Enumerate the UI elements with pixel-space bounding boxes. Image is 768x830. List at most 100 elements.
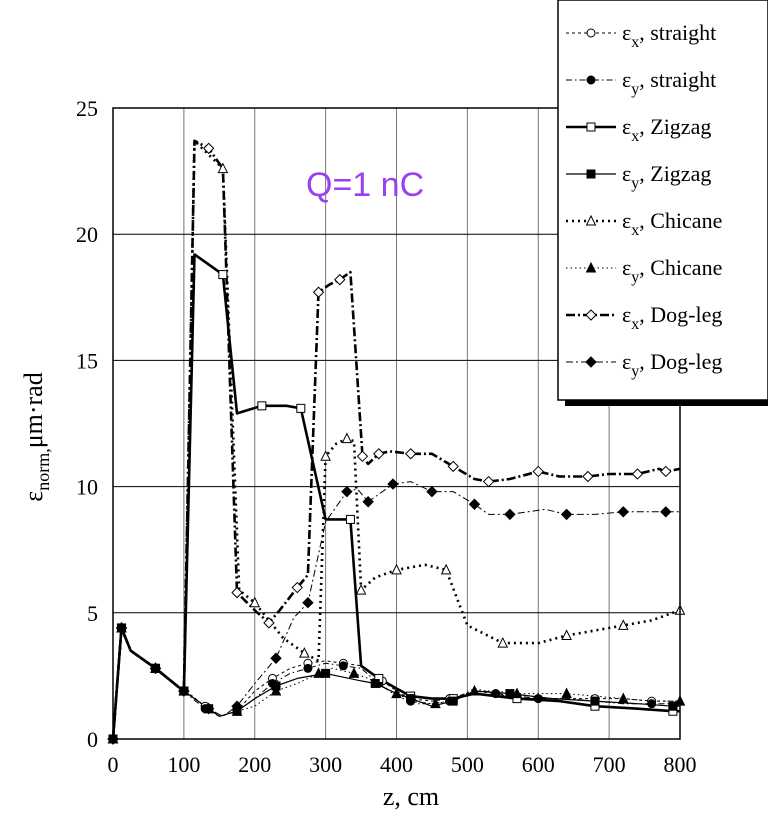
y-tick-label: 25 xyxy=(76,96,98,121)
x-tick-label: 700 xyxy=(593,752,626,777)
legend-name: , Chicane xyxy=(639,208,722,233)
legend-name: , Dog-leg xyxy=(639,302,722,327)
series-point-4 xyxy=(299,647,310,658)
series-line-5 xyxy=(112,627,680,740)
legend-box xyxy=(557,0,768,401)
series-point-7 xyxy=(341,485,353,498)
x-tick-label: 300 xyxy=(309,752,342,777)
legend-symbol: ε xyxy=(622,349,631,374)
series-point-6 xyxy=(231,586,243,599)
y-tick-label: 10 xyxy=(76,475,98,500)
legend-symbol: ε xyxy=(622,67,631,92)
y-tick-label: 0 xyxy=(87,727,98,752)
legend-label: εy, Dog-leg xyxy=(622,349,722,380)
y-axis-label-symbol: ε xyxy=(19,491,48,502)
legend-subscript: x xyxy=(631,128,639,145)
legend-symbol: ε xyxy=(622,302,631,327)
x-tick-label: 800 xyxy=(664,752,697,777)
series-point-4 xyxy=(561,629,572,641)
legend-subscript: x xyxy=(631,222,639,239)
series-point-6 xyxy=(482,475,495,488)
series-point-4 xyxy=(440,563,452,575)
series-point-1 xyxy=(491,689,501,699)
series-point-2 xyxy=(257,401,267,411)
legend-symbol: ε xyxy=(622,20,631,45)
series-point-7 xyxy=(202,703,215,715)
series-point-6 xyxy=(334,273,346,286)
series-point-6 xyxy=(631,468,644,480)
legend-name: , Zigzag xyxy=(639,114,711,139)
y-tick-label: 15 xyxy=(76,348,98,373)
legend-label: εy, Chicane xyxy=(622,255,722,286)
series-point-5 xyxy=(270,684,282,696)
x-tick-label: 600 xyxy=(522,752,555,777)
series-point-7 xyxy=(178,685,190,697)
series-point-7 xyxy=(617,506,630,518)
y-tick-label: 20 xyxy=(76,222,98,247)
legend-marker xyxy=(586,75,596,85)
series-point-7 xyxy=(270,652,282,664)
y-axis-label-unit: μm·rad xyxy=(19,372,48,448)
x-tick-label: 0 xyxy=(108,752,119,777)
legend-name: , straight xyxy=(639,20,716,45)
series-point-4 xyxy=(497,636,509,648)
axis-ticks: 0 100 200 300 400 500 600 700 800 0 5 10 15 20 25 xyxy=(76,96,697,777)
series-point-5 xyxy=(430,697,441,709)
legend-subscript: x xyxy=(631,34,639,51)
series-point-3 xyxy=(590,696,600,706)
series-line-6 xyxy=(111,139,681,740)
series-point-7 xyxy=(362,496,374,508)
series-point-7 xyxy=(660,506,672,518)
series-point-4 xyxy=(249,596,261,608)
legend-name: , Dog-leg xyxy=(639,349,722,374)
x-axis-label: z, cm xyxy=(383,782,439,811)
series-point-7 xyxy=(302,596,314,609)
legend-name: , Chicane xyxy=(639,255,722,280)
series-point-6 xyxy=(447,460,459,473)
series-point-2 xyxy=(296,403,306,413)
series-point-3 xyxy=(448,696,458,706)
legend-marker xyxy=(585,356,597,368)
legend-subscript: y xyxy=(631,363,639,380)
legend-marker xyxy=(586,122,596,132)
series-point-3 xyxy=(321,668,331,678)
series-point-3 xyxy=(406,694,416,704)
series-point-7 xyxy=(149,662,162,675)
legend-name: , Zigzag xyxy=(639,161,711,186)
series-point-6 xyxy=(532,465,544,478)
series-point-4 xyxy=(355,583,367,595)
series-point-2 xyxy=(345,514,355,524)
series-point-7 xyxy=(560,508,573,521)
series-point-6 xyxy=(373,448,385,460)
y-axis-label: εnorm,μm·rad xyxy=(19,372,53,501)
series-point-6 xyxy=(202,142,215,155)
series-point-5 xyxy=(313,667,324,678)
x-tick-label: 100 xyxy=(167,752,200,777)
legend-symbol: ε xyxy=(622,114,631,139)
series-point-5 xyxy=(561,687,572,699)
x-tick-label: 500 xyxy=(451,752,484,777)
legend-subscript: y xyxy=(631,175,639,192)
series-point-1 xyxy=(303,663,313,673)
series-point-4 xyxy=(217,162,229,174)
series-point-7 xyxy=(231,700,243,712)
legend-symbol: ε xyxy=(622,208,631,233)
legend-label: εy, straight xyxy=(622,67,716,98)
series-point-6 xyxy=(660,465,672,478)
series-point-4 xyxy=(320,450,331,461)
series-point-7 xyxy=(387,478,399,490)
y-tick-label: 5 xyxy=(87,601,98,626)
series-point-4 xyxy=(391,563,402,575)
series-point-6 xyxy=(263,617,275,629)
series-point-6 xyxy=(312,286,325,298)
series-point-4 xyxy=(341,432,353,444)
legend-marker xyxy=(585,261,597,273)
legend-marker xyxy=(586,169,596,179)
legend-marker xyxy=(585,309,597,321)
legend-name: , straight xyxy=(639,67,716,92)
legend-label: εx, Dog-leg xyxy=(622,302,722,333)
x-tick-label: 400 xyxy=(380,752,413,777)
x-tick-label: 200 xyxy=(238,752,271,777)
series-point-7 xyxy=(426,485,438,498)
